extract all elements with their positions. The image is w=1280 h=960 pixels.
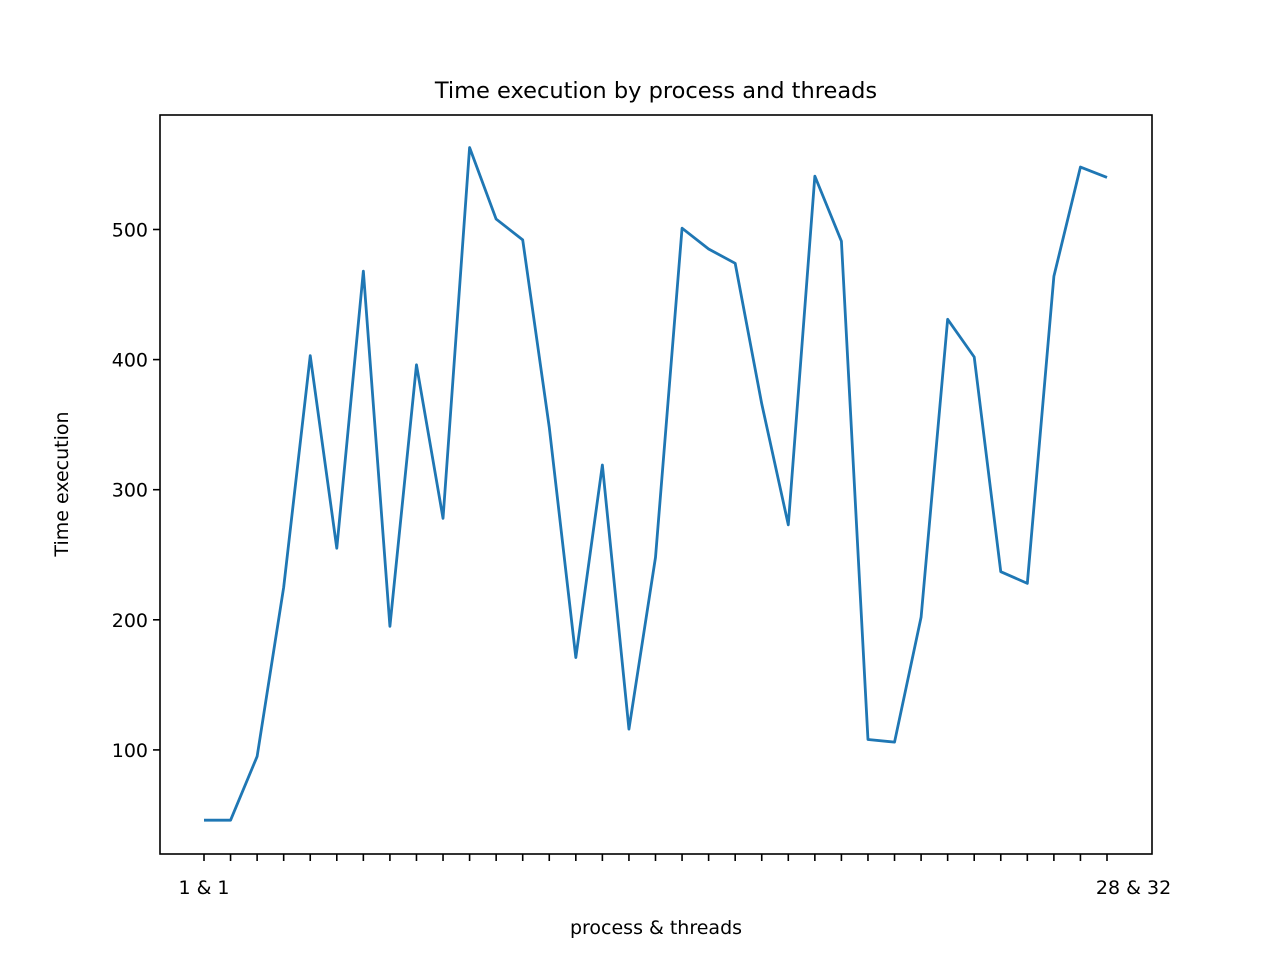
chart-title: Time execution by process and threads [434,78,877,104]
y-tick-label: 400 [112,350,148,372]
y-tick-label: 300 [112,480,148,502]
y-tick-label: 200 [112,610,148,632]
y-tick-label: 100 [112,740,148,762]
y-tick-label: 500 [112,219,148,241]
y-axis: 100 200 300 400 500 [112,219,160,762]
plot-area [203,146,1108,822]
x-axis-label: process & threads [570,917,742,939]
x-axis: 1 & 1 28 & 32 [178,854,1171,899]
x-tick-label: 28 & 32 [1096,877,1171,899]
y-axis-label: Time execution [51,411,73,557]
x-tick-label: 1 & 1 [178,877,229,899]
